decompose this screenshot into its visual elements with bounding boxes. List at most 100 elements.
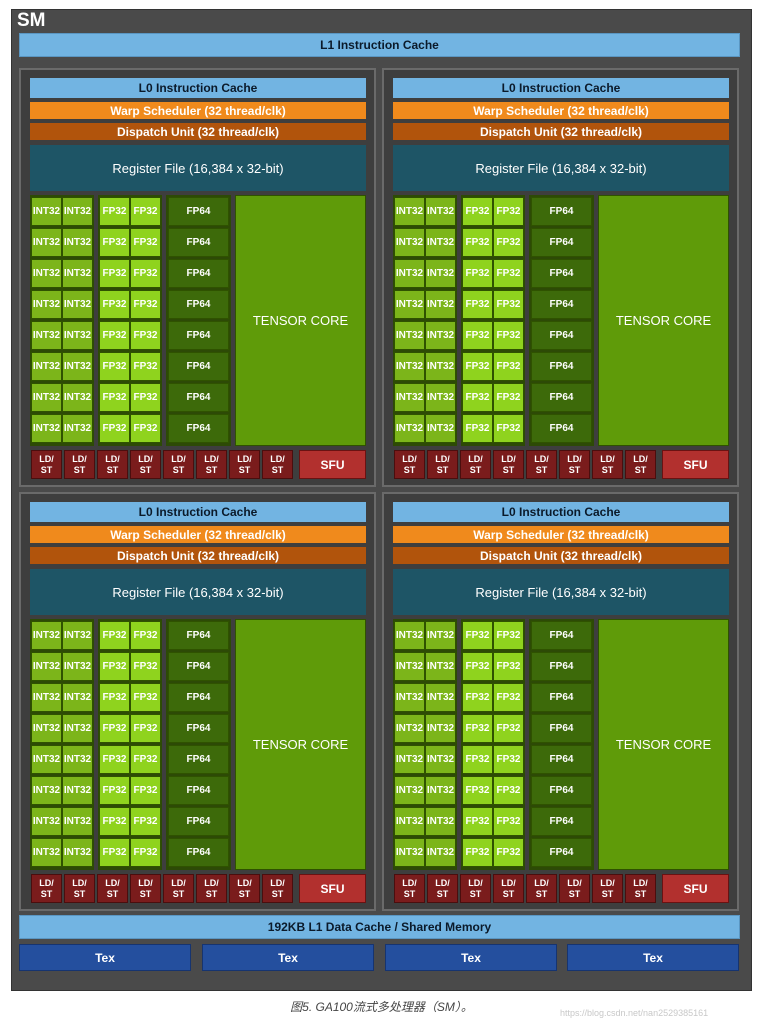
fp64-unit: FP64 xyxy=(168,321,229,350)
l0-instruction-cache: L0 Instruction Cache xyxy=(393,502,729,522)
int32-unit: INT32 xyxy=(62,714,93,743)
int32-unit: INT32 xyxy=(31,290,62,319)
fp64-unit: FP64 xyxy=(531,621,592,650)
fp32-unit: FP32 xyxy=(493,652,524,681)
int32-unit: INT32 xyxy=(31,197,62,226)
ld-st-label-bottom: ST xyxy=(436,888,449,899)
int32-unit: INT32 xyxy=(425,621,456,650)
sfu-unit: SFU xyxy=(662,450,729,479)
int32-unit: INT32 xyxy=(394,352,425,381)
ld-st-unit: LD/ST xyxy=(64,874,95,903)
ld-st-unit: LD/ST xyxy=(592,874,623,903)
int32-unit: INT32 xyxy=(425,652,456,681)
int32-unit: INT32 xyxy=(31,259,62,288)
int32-unit: INT32 xyxy=(394,228,425,257)
fp32-unit: FP32 xyxy=(462,683,493,712)
ld-st-unit: LD/ST xyxy=(262,450,293,479)
fp64-unit: FP64 xyxy=(168,652,229,681)
fp32-unit: FP32 xyxy=(462,807,493,836)
tensor-core: TENSOR CORE xyxy=(235,195,366,446)
fp32-unit: FP32 xyxy=(462,197,493,226)
fp32-unit: FP32 xyxy=(99,414,130,443)
fp32-unit: FP32 xyxy=(493,776,524,805)
ld-st-label-bottom: ST xyxy=(271,888,284,899)
ld-st-label-top: LD/ xyxy=(39,877,54,888)
int32-unit: INT32 xyxy=(425,745,456,774)
fp32-unit: FP32 xyxy=(130,714,161,743)
int32-unit: INT32 xyxy=(62,807,93,836)
int32-unit: INT32 xyxy=(394,838,425,867)
int32-unit: INT32 xyxy=(394,683,425,712)
warp-scheduler: Warp Scheduler (32 thread/clk) xyxy=(393,102,729,119)
int32-unit: INT32 xyxy=(62,652,93,681)
ld-st-label-top: LD/ xyxy=(39,453,54,464)
ld-st-unit: LD/ST xyxy=(394,450,425,479)
ld-st-unit: LD/ST xyxy=(592,450,623,479)
ld-st-label-top: LD/ xyxy=(402,453,417,464)
fp32-unit: FP32 xyxy=(493,228,524,257)
fp32-unit: FP32 xyxy=(99,807,130,836)
ld-st-unit: LD/ST xyxy=(493,874,524,903)
ld-st-label-top: LD/ xyxy=(600,877,615,888)
ld-st-label-top: LD/ xyxy=(138,877,153,888)
ld-st-label-bottom: ST xyxy=(172,888,185,899)
int32-unit: INT32 xyxy=(31,383,62,412)
fp32-unit: FP32 xyxy=(493,838,524,867)
ld-st-unit: LD/ST xyxy=(526,874,557,903)
fp64-unit: FP64 xyxy=(168,383,229,412)
fp64-unit: FP64 xyxy=(531,714,592,743)
fp64-unit: FP64 xyxy=(168,745,229,774)
fp64-unit: FP64 xyxy=(168,228,229,257)
fp64-unit: FP64 xyxy=(168,621,229,650)
int32-unit: INT32 xyxy=(425,259,456,288)
fp32-unit: FP32 xyxy=(130,807,161,836)
ld-st-label-bottom: ST xyxy=(205,888,218,899)
int32-unit: INT32 xyxy=(31,414,62,443)
ld-st-label-bottom: ST xyxy=(403,464,416,475)
int32-unit: INT32 xyxy=(425,352,456,381)
fp64-unit: FP64 xyxy=(168,259,229,288)
ld-st-unit: LD/ST xyxy=(229,874,260,903)
warp-scheduler: Warp Scheduler (32 thread/clk) xyxy=(393,526,729,543)
ld-st-label-bottom: ST xyxy=(535,888,548,899)
fp64-unit: FP64 xyxy=(168,197,229,226)
ld-st-unit: LD/ST xyxy=(130,450,161,479)
fp32-unit: FP32 xyxy=(462,259,493,288)
fp32-unit: FP32 xyxy=(99,321,130,350)
tex-unit: Tex xyxy=(19,944,191,971)
int32-unit: INT32 xyxy=(394,321,425,350)
fp32-unit: FP32 xyxy=(99,383,130,412)
int32-unit: INT32 xyxy=(62,197,93,226)
int32-unit: INT32 xyxy=(394,414,425,443)
dispatch-unit: Dispatch Unit (32 thread/clk) xyxy=(30,123,366,140)
fp32-unit: FP32 xyxy=(462,745,493,774)
ld-st-label-top: LD/ xyxy=(138,453,153,464)
ld-st-label-bottom: ST xyxy=(139,888,152,899)
ld-st-label-top: LD/ xyxy=(501,877,516,888)
l0-instruction-cache: L0 Instruction Cache xyxy=(393,78,729,98)
l0-instruction-cache: L0 Instruction Cache xyxy=(30,502,366,522)
ld-st-label-bottom: ST xyxy=(172,464,185,475)
register-file: Register File (16,384 x 32-bit) xyxy=(393,145,729,191)
int32-unit: INT32 xyxy=(31,683,62,712)
int32-unit: INT32 xyxy=(394,290,425,319)
int32-unit: INT32 xyxy=(425,383,456,412)
ld-st-label-top: LD/ xyxy=(72,877,87,888)
int32-unit: INT32 xyxy=(394,197,425,226)
ld-st-label-bottom: ST xyxy=(40,464,53,475)
fp64-unit: FP64 xyxy=(531,321,592,350)
ld-st-unit: LD/ST xyxy=(196,450,227,479)
ld-st-label-bottom: ST xyxy=(601,464,614,475)
int32-unit: INT32 xyxy=(62,352,93,381)
ld-st-label-bottom: ST xyxy=(634,888,647,899)
l1-data-cache: 192KB L1 Data Cache / Shared Memory xyxy=(19,915,740,939)
fp32-unit: FP32 xyxy=(493,321,524,350)
ld-st-unit: LD/ST xyxy=(163,450,194,479)
int32-unit: INT32 xyxy=(62,228,93,257)
fp32-unit: FP32 xyxy=(99,197,130,226)
fp64-unit: FP64 xyxy=(531,383,592,412)
fp32-unit: FP32 xyxy=(130,228,161,257)
ld-st-label-top: LD/ xyxy=(237,453,252,464)
ld-st-label-top: LD/ xyxy=(435,877,450,888)
ld-st-label-top: LD/ xyxy=(105,877,120,888)
